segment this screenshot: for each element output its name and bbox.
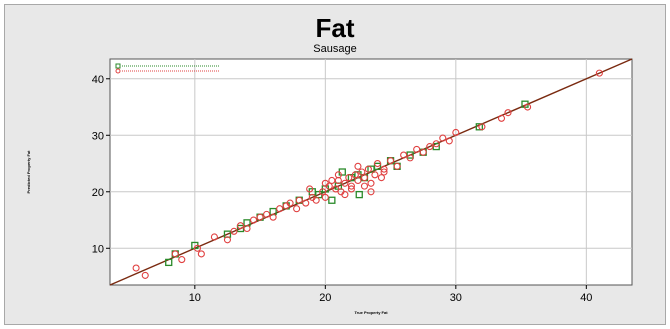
validation-point [354,176,362,185]
validation-point [332,185,340,193]
validation-point [302,199,310,207]
validation-point [328,176,336,185]
validation-point [497,114,506,122]
calibration-point [328,196,336,204]
validation-point [400,151,408,159]
validation-point [345,174,353,182]
validation-point [439,134,447,142]
validation-point [236,222,245,230]
validation-point [293,205,301,213]
x-tick-label: 10 [189,292,201,304]
validation-point [478,123,486,131]
validation-point [413,145,421,153]
validation-point [256,213,264,221]
validation-point [286,199,294,207]
validation-point [426,143,434,151]
validation-point [360,182,369,190]
y-axis-label: Predicted Property Fat [26,150,31,194]
validation-point [223,236,231,244]
validation-point [334,171,342,179]
x-axis-label: True Property Fat [354,310,388,315]
validation-point [351,171,359,179]
calibration-point [475,123,483,131]
validation-point [432,140,440,148]
x-tick-label: 30 [450,292,462,304]
chart-subtitle: Sausage [313,43,357,55]
y-tick-label: 10 [92,243,104,255]
validation-point [347,185,355,193]
validation-point [319,188,327,196]
validation-point [321,193,329,201]
validation-point [595,69,603,77]
validation-point [171,250,179,258]
validation-point [380,165,388,173]
validation-point [373,159,382,168]
validation-point [263,210,271,218]
point-layer [132,69,603,279]
legend-marker-validation [115,68,121,74]
validation-point [341,191,349,199]
validation-point [295,196,303,204]
validation-point [197,250,205,258]
validation-point [354,162,362,170]
validation-point [210,233,218,241]
validation-point [419,148,427,156]
validation-point [380,168,388,176]
validation-point [371,171,379,179]
validation-point [393,162,401,170]
validation-point [524,103,532,111]
validation-point [269,213,277,221]
validation-point [312,196,320,204]
x-tick-label: 20 [319,292,331,304]
validation-point [504,109,512,117]
calibration-point [165,258,173,267]
validation-point [321,179,329,187]
legend [115,63,220,74]
validation-point [276,205,284,213]
validation-point [306,185,314,193]
validation-point [367,188,375,196]
chart-title: Fat [315,13,355,43]
validation-point [445,137,453,145]
validation-point [360,174,369,182]
validation-point [341,179,349,187]
validation-point [250,216,258,224]
validation-point [141,271,149,279]
validation-point [367,179,375,187]
y-tick-label: 30 [92,130,104,142]
validation-point [132,264,140,272]
validation-point [193,244,201,252]
y-tick-label: 20 [92,187,104,199]
legend-marker-calibration [115,63,121,69]
validation-point [387,157,395,165]
tick-layer: 10 20 30 40 10 20 30 40 [92,74,593,304]
calibration-point [355,190,363,199]
x-tick-label: 40 [580,292,592,304]
validation-point [178,256,186,264]
validation-point [358,168,366,176]
validation-point [406,154,414,162]
validation-point [347,182,355,190]
y-tick-label: 40 [92,74,104,86]
validation-point [452,128,460,136]
validation-point [377,174,385,182]
validation-point [243,224,251,233]
validation-point [230,227,238,235]
calibration-point [373,162,382,171]
validation-point [364,165,372,173]
